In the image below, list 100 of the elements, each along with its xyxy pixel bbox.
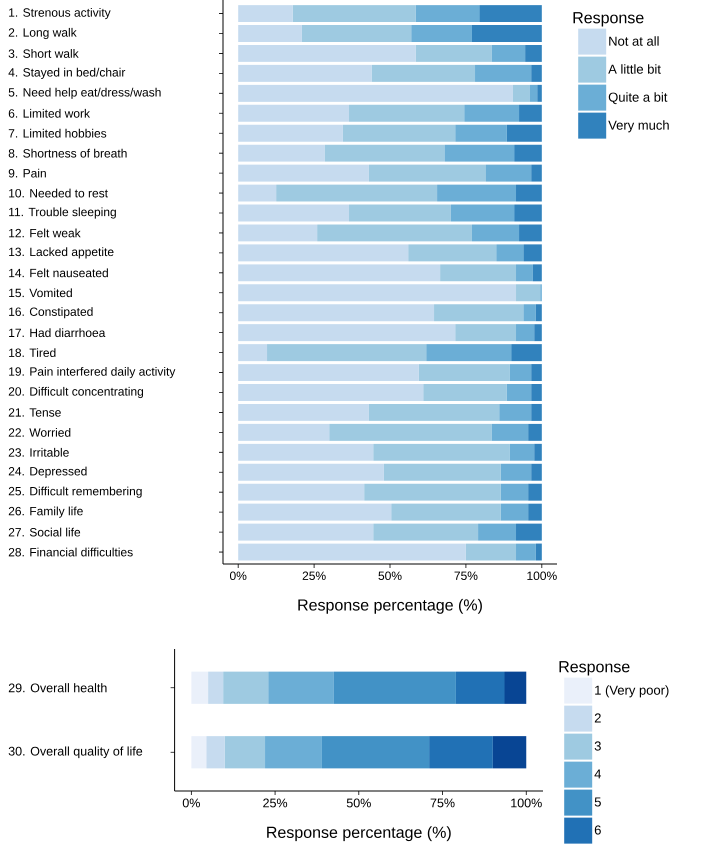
bar: [516, 324, 534, 342]
bar: [268, 672, 334, 704]
bar: [480, 5, 542, 22]
y-tick-label: 9. Pain: [8, 168, 46, 178]
bar: [349, 104, 464, 122]
bar: [411, 25, 472, 42]
y-tick-label: 28. Financial difficulties: [8, 548, 133, 556]
bar: [368, 164, 486, 182]
bar: [368, 404, 500, 421]
y-tick-label: 1. Strenous activity: [9, 8, 111, 20]
bar: [516, 184, 542, 202]
bar: [238, 184, 276, 202]
bar: [373, 524, 478, 541]
bar: [525, 44, 542, 62]
bar: [238, 324, 456, 342]
y-tick-label: 10. Needed to rest: [9, 188, 108, 198]
y-tick-label: 19. Pain interfered daily activity: [9, 366, 176, 378]
bar: [516, 524, 542, 541]
bar: [531, 404, 542, 421]
bar: [238, 484, 364, 501]
bar: [238, 44, 416, 62]
bar: [238, 84, 513, 102]
x-tick-label: 50%: [378, 572, 402, 580]
bar: [238, 104, 350, 122]
y-tick-label: 21. Tense: [8, 408, 61, 417]
bar: [437, 184, 516, 202]
bar: [349, 204, 451, 222]
x-tick-label: 0%: [230, 572, 246, 580]
legend-title: Response: [573, 12, 644, 27]
bar: [472, 224, 520, 242]
bar: [531, 164, 542, 182]
bar: [536, 304, 542, 322]
bar: [536, 544, 542, 561]
y-tick-label: 4. Stayed in bed/chair: [8, 68, 126, 79]
bar: [238, 444, 374, 461]
legend-label: Quite a bit: [608, 92, 668, 104]
bar: [238, 284, 516, 302]
y-tick-label: 6. Limited work: [8, 108, 90, 118]
bar: [478, 524, 516, 541]
x-tick-label: 25%: [263, 798, 288, 808]
bar: [440, 264, 516, 282]
legend-label: 5: [594, 797, 601, 807]
bar: [238, 524, 374, 541]
bar: [238, 25, 302, 42]
bar: [528, 424, 542, 441]
bar: [500, 504, 528, 521]
bar: [524, 304, 536, 322]
legend-label: Not at all: [609, 36, 659, 46]
bar: [531, 464, 542, 481]
x-tick-label: 100%: [511, 798, 542, 808]
y-tick-label: 14. Felt nauseated: [9, 268, 108, 278]
bar: [516, 284, 540, 302]
bar: [238, 144, 325, 162]
bar: [531, 384, 542, 401]
bar: [450, 204, 514, 222]
bar: [532, 264, 542, 282]
y-tick-label: 26. Family life: [8, 506, 83, 518]
bar: [534, 444, 542, 461]
bar: [276, 184, 438, 202]
legend-label: 6: [594, 825, 601, 835]
bar: [372, 64, 476, 82]
bar: [499, 404, 532, 421]
y-tick-label: 17. Had diarrhoea: [9, 328, 106, 338]
bar: [238, 5, 293, 22]
bar: [486, 164, 532, 182]
bar: [408, 244, 496, 262]
bar: [317, 224, 472, 242]
bar: [475, 64, 532, 82]
y-tick-label: 16. Constipated: [9, 307, 93, 318]
bar: [238, 124, 343, 142]
bar: [265, 736, 322, 768]
bar: [429, 736, 493, 768]
bar: [416, 5, 480, 22]
bar: [329, 424, 492, 441]
bar: [472, 25, 542, 42]
bar: [238, 164, 369, 182]
bar: [426, 344, 512, 362]
y-tick-label: 3. Short walk: [8, 49, 79, 58]
bar: [302, 25, 412, 42]
bar: [524, 244, 542, 262]
bar: [342, 124, 456, 142]
y-tick-label: 27. Social life: [8, 528, 80, 537]
bar: [324, 144, 445, 162]
bar: [384, 464, 501, 481]
bar: [238, 424, 330, 441]
bar: [492, 736, 526, 768]
bar: [238, 344, 268, 362]
bar: [514, 204, 542, 222]
bar: [510, 364, 532, 382]
bar: [267, 344, 426, 362]
bar: [456, 672, 504, 704]
bar: [528, 504, 542, 521]
y-tick-label: 29. Overall health: [8, 683, 106, 692]
bar: [464, 104, 520, 122]
bar: [238, 464, 384, 481]
bar: [191, 736, 206, 768]
bar: [528, 484, 542, 501]
y-tick-label: 20. Difficult concentrating: [8, 386, 144, 398]
bar: [516, 544, 536, 561]
bar: [506, 384, 532, 401]
